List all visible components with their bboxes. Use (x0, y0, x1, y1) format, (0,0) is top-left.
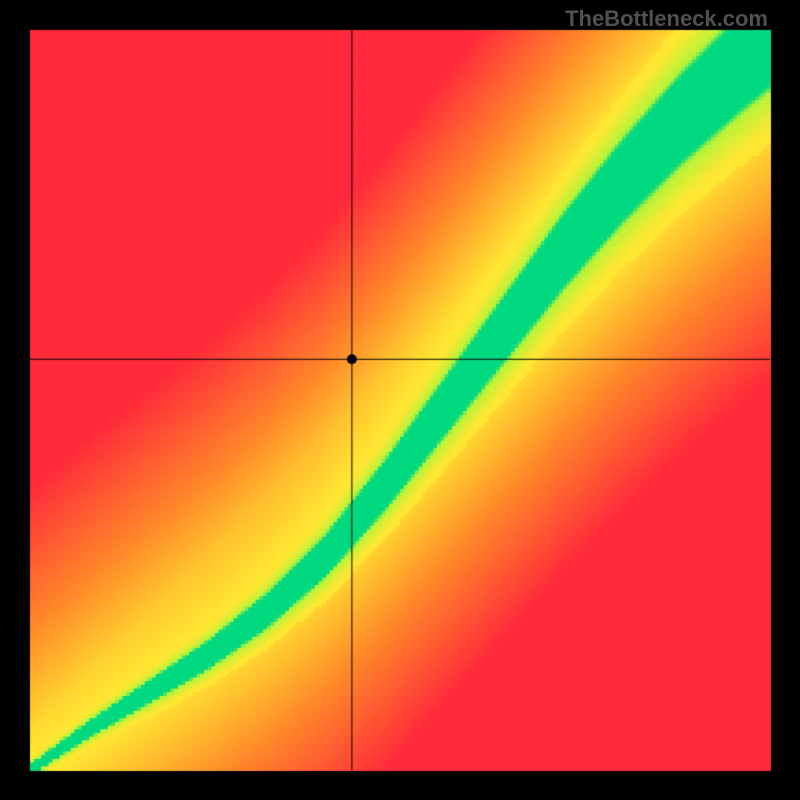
bottleneck-heatmap (0, 0, 800, 800)
watermark-text: TheBottleneck.com (565, 6, 768, 32)
